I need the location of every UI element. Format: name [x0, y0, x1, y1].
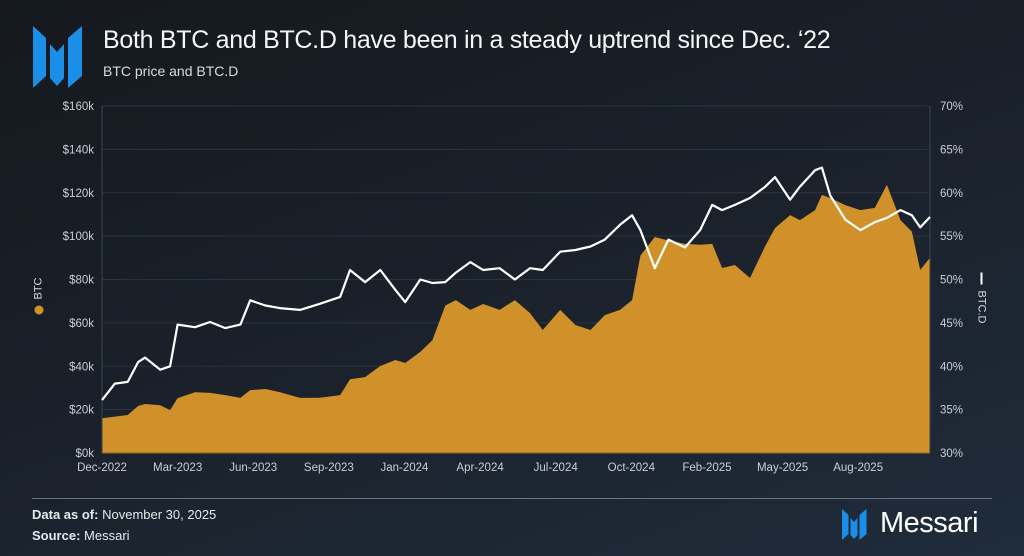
btc-swatch: [34, 305, 43, 315]
legend-btcd: BTC.D: [975, 272, 988, 324]
x-tick-label: Dec-2022: [77, 462, 127, 474]
chart-subtitle: BTC price and BTC.D: [103, 63, 239, 79]
data-as-of-value: November 30, 2025: [102, 507, 217, 522]
legend-btcd-label: BTC.D: [975, 290, 988, 324]
data-as-of: Data as of: November 30, 2025: [32, 507, 216, 522]
legend-btc-label: BTC: [32, 277, 45, 300]
x-tick-label: Sep-2023: [304, 462, 354, 474]
source: Source: Messari: [32, 528, 130, 543]
btcd-line: [101, 166, 931, 401]
y-right-tick-label: 45%: [940, 318, 963, 330]
chart-title: Both BTC and BTC.D have been in a steady…: [103, 26, 831, 54]
x-tick-label: Jan-2024: [380, 462, 429, 474]
footer-brand: Messari: [836, 507, 979, 540]
footer-divider: [32, 498, 992, 499]
x-tick-label: Apr-2024: [456, 462, 504, 474]
y-left-tick-label: $120k: [63, 188, 95, 200]
y-right-tick-label: 35%: [940, 405, 963, 417]
y-left-tick-label: $100k: [63, 231, 95, 243]
x-tick-label: Jun-2023: [229, 462, 277, 474]
y-right-tick-label: 30%: [940, 448, 963, 460]
y-left-tick-label: $160k: [63, 101, 95, 113]
btcd-swatch: [980, 272, 983, 285]
source-label: Source:: [32, 528, 81, 543]
y-left-tick-label: $80k: [69, 275, 94, 287]
x-tick-label: Jul-2024: [534, 462, 579, 474]
messari-logo-icon: [842, 508, 867, 540]
legend-btc: BTC: [33, 278, 45, 315]
brand-name: Messari: [880, 507, 979, 539]
y-left-tick-label: $40k: [69, 361, 94, 373]
source-value: Messari: [84, 528, 130, 543]
y-right-tick-label: 70%: [940, 101, 963, 113]
x-tick-label: Feb-2025: [682, 462, 731, 474]
y-right-tick-label: 55%: [940, 231, 963, 243]
x-tick-label: Oct-2024: [608, 462, 656, 474]
x-tick-label: May-2025: [757, 462, 808, 474]
y-left-tick-label: $60k: [69, 318, 94, 330]
y-right-tick-label: 60%: [940, 188, 963, 200]
y-left-tick-label: $140k: [63, 144, 95, 156]
data-as-of-label: Data as of:: [32, 507, 99, 522]
y-right-tick-label: 40%: [940, 361, 963, 373]
y-right-tick-label: 50%: [940, 275, 963, 287]
y-right-tick-label: 65%: [940, 144, 963, 156]
x-tick-label: Aug-2025: [833, 462, 883, 474]
y-left-tick-label: $0k: [75, 448, 94, 460]
btc-area: [102, 184, 930, 453]
messari-logo-icon: [33, 26, 82, 88]
x-tick-label: Mar-2023: [153, 462, 202, 474]
y-left-tick-label: $20k: [69, 405, 94, 417]
